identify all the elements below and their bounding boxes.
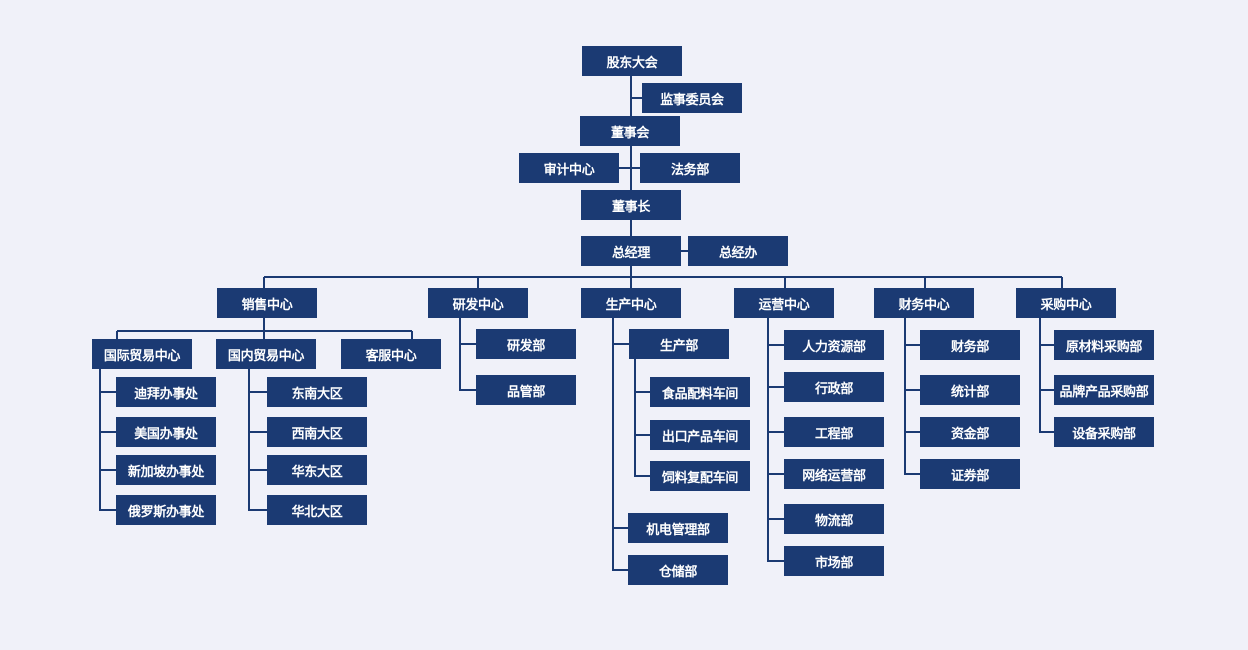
node-international-trade: 国际贸易中心 <box>92 339 192 369</box>
node-operations-center: 运营中心 <box>734 288 834 318</box>
node-workshop: 饲料复配车间 <box>650 461 750 491</box>
node-office: 新加坡办事处 <box>116 455 216 485</box>
node-legal: 法务部 <box>640 153 740 183</box>
node-purchasing-dept: 设备采购部 <box>1054 417 1154 447</box>
node-finance-dept: 证券部 <box>920 459 1020 489</box>
node-production-center: 生产中心 <box>581 288 681 318</box>
node-office: 俄罗斯办事处 <box>116 495 216 525</box>
node-supervisory-committee: 监事委员会 <box>642 83 742 113</box>
node-rd-dept: 研发部 <box>476 329 576 359</box>
node-sales-center: 销售中心 <box>217 288 317 318</box>
node-finance-dept: 财务部 <box>920 330 1020 360</box>
node-rd-center: 研发中心 <box>428 288 528 318</box>
node-office: 迪拜办事处 <box>116 377 216 407</box>
node-shareholders: 股东大会 <box>582 46 682 76</box>
node-gm-office: 总经办 <box>688 236 788 266</box>
node-purchasing-dept: 原材料采购部 <box>1054 330 1154 360</box>
node-operations-dept: 工程部 <box>784 417 884 447</box>
node-workshop: 出口产品车间 <box>650 420 750 450</box>
node-purchasing-dept: 品牌产品采购部 <box>1054 375 1154 405</box>
node-general-manager: 总经理 <box>581 236 681 266</box>
node-finance-dept: 资金部 <box>920 417 1020 447</box>
node-purchasing-center: 采购中心 <box>1016 288 1116 318</box>
node-warehouse-dept: 仓储部 <box>628 555 728 585</box>
node-mechanical-dept: 机电管理部 <box>628 513 728 543</box>
node-operations-dept: 网络运营部 <box>784 459 884 489</box>
node-audit-center: 审计中心 <box>519 153 619 183</box>
node-board: 董事会 <box>580 116 680 146</box>
node-finance-center: 财务中心 <box>874 288 974 318</box>
node-domestic-trade: 国内贸易中心 <box>216 339 316 369</box>
node-workshop: 食品配料车间 <box>650 377 750 407</box>
node-operations-dept: 市场部 <box>784 546 884 576</box>
node-region: 华北大区 <box>267 495 367 525</box>
node-production-dept: 生产部 <box>629 329 729 359</box>
node-operations-dept: 物流部 <box>784 504 884 534</box>
node-finance-dept: 统计部 <box>920 375 1020 405</box>
node-region: 西南大区 <box>267 417 367 447</box>
node-region: 东南大区 <box>267 377 367 407</box>
node-customer-service: 客服中心 <box>341 339 441 369</box>
node-office: 美国办事处 <box>116 417 216 447</box>
node-chairman: 董事长 <box>581 190 681 220</box>
node-region: 华东大区 <box>267 455 367 485</box>
node-qc-dept: 品管部 <box>476 375 576 405</box>
node-operations-dept: 人力资源部 <box>784 330 884 360</box>
node-operations-dept: 行政部 <box>784 372 884 402</box>
